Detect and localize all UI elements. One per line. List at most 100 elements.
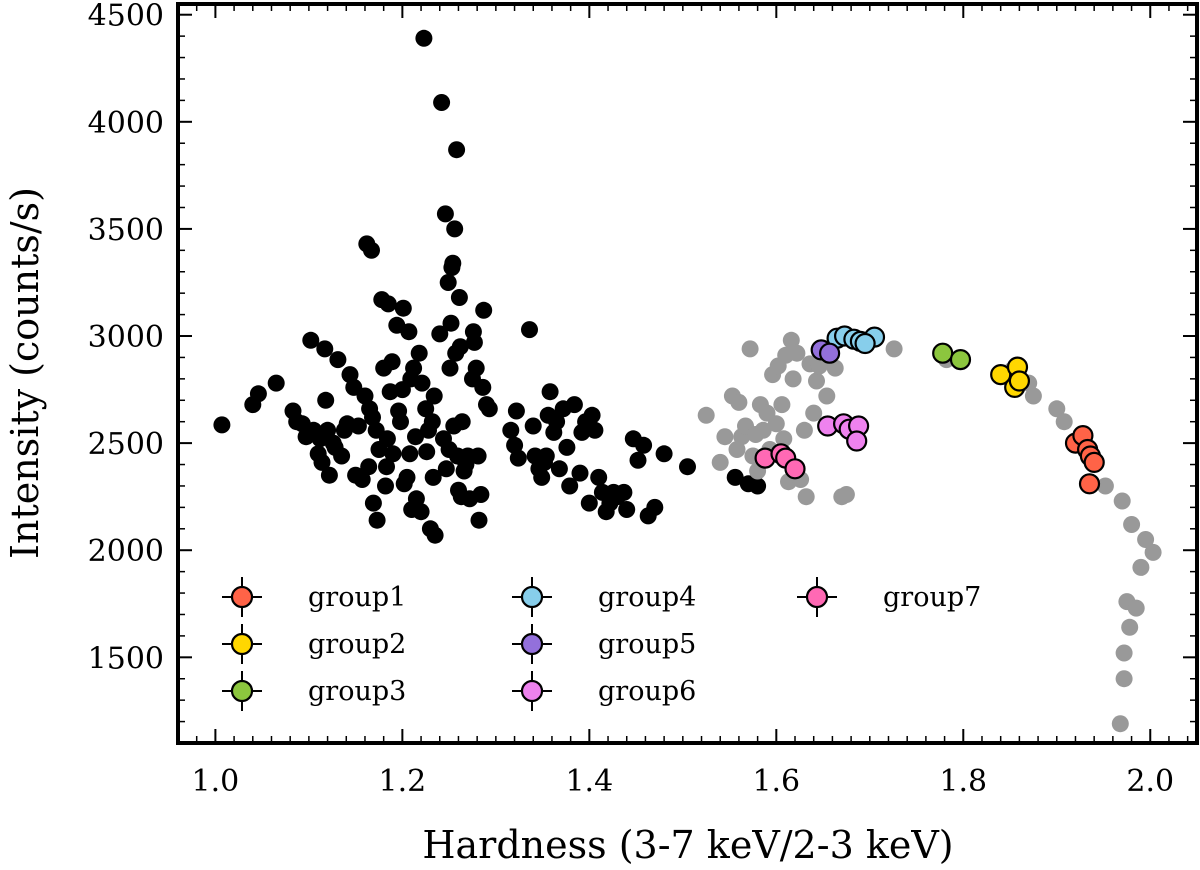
all-observations-point [405,359,423,377]
all-observations-point [353,471,371,488]
x-tick-label: 1.6 [752,764,800,799]
other-observations-grey-point [1144,543,1162,561]
legend-marker [230,679,254,703]
all-observations-point [571,464,589,482]
all-observations-point [655,445,673,463]
all-observations-point [618,501,636,518]
all-observations-point [407,428,424,446]
series-group7 [754,443,806,480]
all-observations-point [436,205,454,223]
legend-label: group2 [308,629,406,660]
all-observations-point [586,421,604,439]
legend-marker [230,632,254,656]
all-observations-point [384,445,402,463]
group6-point [846,430,868,452]
all-observations-point [506,436,524,454]
all-observations-point [433,94,451,111]
all-observations-point [413,374,431,392]
all-observations-point [629,451,647,469]
legend-item-group4: group4 [512,577,696,617]
all-observations-point [439,274,457,291]
all-observations-point [469,447,487,465]
series-group3 [932,342,972,371]
all-observations-point [313,453,331,471]
all-observations-point [412,503,430,521]
all-observations-point [541,383,559,401]
legend-label: group4 [598,582,696,613]
all-observations-point [646,498,664,516]
other-observations-grey-point [1055,413,1073,431]
x-tick-label: 1.0 [192,764,240,799]
other-observations-grey-point [1111,715,1129,733]
all-observations-point [378,458,395,476]
all-observations-point [726,468,744,486]
all-observations-point [467,359,485,377]
all-observations-point [521,321,538,339]
other-observations-grey-point [826,359,844,377]
series-group2 [990,356,1031,398]
all-observations-point [267,374,285,392]
other-observations-grey-point [754,421,772,439]
all-observations-point [580,494,598,512]
all-observations-point [465,333,483,351]
other-observations-grey-point [1115,644,1133,662]
all-observations-point [424,468,442,486]
x-tick-label: 1.4 [565,764,613,799]
other-observations-grey-point [697,406,715,424]
other-observations-grey-point [1123,516,1141,533]
all-observations-point [679,458,696,476]
legend-label: group1 [308,582,406,613]
legend-item-group2: group2 [222,624,406,664]
all-observations-point [590,468,608,486]
group4-point [854,332,876,355]
ticks-layer: 1.0 1.2 1.4 1.6 1.8 2.0 1500 2000 2500 3000 3500 40… [88,0,1197,799]
x-tick-label: 1.8 [939,764,987,799]
legend-label: group5 [598,629,696,660]
all-observations-point [537,447,555,465]
legend-label: group3 [308,676,406,707]
plot-frame [176,2,1199,745]
all-observations-point [213,416,231,434]
other-observations-grey-point [1137,531,1155,548]
all-observations-point [441,359,459,377]
all-observations-point [356,387,374,405]
all-observations-point [502,421,520,439]
all-observations-point [470,511,488,529]
other-observations-grey-point [773,396,791,414]
legend-marker [520,632,544,656]
legend-item-group3: group3 [222,671,406,711]
all-observations-point [317,391,335,409]
y-axis-title: Intensity (counts/s) [3,187,47,559]
other-observations-grey-point [730,393,748,411]
all-observations-point [364,494,382,512]
all-observations-point [749,477,767,495]
all-observations-point [548,413,566,431]
other-observations-grey-point [1096,477,1114,495]
all-observations-point [558,438,576,456]
group7-point [784,458,806,480]
other-observations-grey-point [885,340,903,358]
all-observations-point [379,295,397,313]
legend-item-group1: group1 [222,577,406,617]
legend-item-group5: group5 [512,624,696,664]
y-tick-label: 4000 [88,106,164,141]
legend-marker [230,585,254,609]
series-group4 [826,325,886,355]
group3-point [932,342,954,364]
all-observations-point [401,445,419,463]
all-observations-point [565,396,583,414]
all-observations-point [480,400,498,418]
legend-marker [520,585,544,609]
all-observations-point [302,331,320,349]
all-observations-point [431,325,449,343]
all-observations-point [507,402,525,420]
other-observations-grey-point [728,441,746,458]
x-tick-label: 1.2 [379,764,427,799]
group1-point [1083,451,1105,473]
all-observations-point [446,220,464,238]
legend-label: group7 [883,582,981,613]
series-other-observations-grey [697,331,1162,733]
other-observations-grey-point [795,421,813,439]
series-group5 [810,339,841,364]
legend-item-group7: group7 [797,577,981,617]
